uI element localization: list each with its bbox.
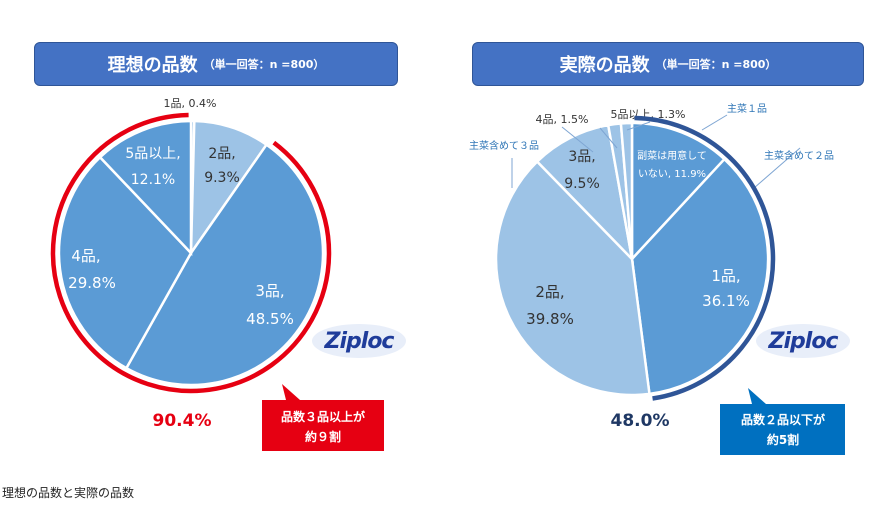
pie2-slice-5 [619, 121, 634, 260]
pie2-label-0a: 副菜は用意して [637, 149, 707, 162]
pie2-label-2a: 2品, [535, 283, 564, 301]
pie2-leader-4 [753, 147, 801, 189]
pie2-leader-3 [701, 114, 728, 131]
pie1-slice-1 [189, 119, 269, 258]
actual-chart-subtitle: （単一回答：n =800） [655, 58, 777, 71]
pie2-callout-line1: 品数２品以下が [741, 412, 825, 427]
pie1-label-3b: 29.8% [68, 274, 116, 292]
pie2-total: 48.0% [611, 411, 670, 431]
ziploc-logo-right-text: Ziploc [768, 329, 839, 354]
pie1-highlight-arc [50, 112, 332, 394]
pie2-slice-2 [494, 159, 651, 397]
pie2-leader-2 [626, 121, 651, 131]
pie2-leader-1 [599, 127, 618, 149]
pie2-group-label-1: 主菜含めて２品 [764, 149, 834, 162]
pie2-label-3b: 9.5% [564, 176, 600, 192]
pie1-slice-3 [57, 155, 193, 370]
pie1-label-0: 1品, 0.4% [164, 97, 217, 110]
ziploc-logo-right: Ziploc [756, 324, 850, 358]
figure-caption: 理想の品数と実際の品数 [2, 486, 135, 500]
actual-chart-title: 実際の品数 [559, 55, 650, 76]
pie1-label-4b: 12.1% [131, 172, 175, 188]
ideal-chart-header: 理想の品数 （単一回答：n =800） [34, 42, 398, 86]
ideal-chart-title: 理想の品数 [107, 55, 198, 76]
ziploc-logo-left: Ziploc [312, 324, 406, 358]
pie2-label-5: 5品以上, 1.3% [611, 108, 686, 121]
pie1-callout-line1: 品数３品以上が [281, 409, 365, 424]
pie1-slice-4 [98, 119, 193, 257]
ideal-chart-subtitle: （単一回答：n =800） [203, 58, 325, 71]
pie2-label-3a: 3品, [568, 149, 595, 165]
pie2-slice-1 [630, 157, 770, 396]
pie2-group-label-0: 主菜１品 [727, 103, 767, 115]
pie2-slice-3 [535, 123, 634, 263]
pie2-label-4: 4品, 1.5% [536, 113, 589, 126]
pie2-label-2b: 39.8% [526, 310, 574, 328]
pie1-label-3a: 4品, [71, 247, 100, 265]
pie2-label-1b: 36.1% [702, 292, 750, 310]
actual-chart-header: 実際の品数 （単一回答：n =800） [472, 42, 864, 86]
pie2-label-0b: いない, 11.9% [638, 168, 706, 180]
pie2-highlight-arc [634, 115, 776, 401]
pie2-callout-line2: 約5割 [767, 432, 799, 447]
pie1-label-1b: 9.3% [204, 170, 240, 186]
pie1-total: 90.4% [153, 411, 212, 431]
pie1-label-2a: 3品, [255, 282, 284, 300]
pie2-leader-0 [561, 126, 594, 153]
ziploc-logo-left-text: Ziploc [324, 329, 395, 354]
pie2-label-1a: 1品, [711, 267, 740, 285]
pie1-slice-2 [124, 142, 325, 387]
pie2-slice-0 [630, 121, 727, 263]
pie1-callout-line2: 約９割 [305, 429, 341, 444]
pie1-label-4a: 5品以上, [125, 146, 180, 162]
pie1-label-1a: 2品, [208, 146, 235, 162]
pie1-label-2b: 48.5% [246, 310, 294, 328]
ideal-pie: 1品, 0.4% 2品, 9.3% 3品, 48.5% 4品, 29.8% 5品以上, 12.1… [57, 97, 325, 387]
pie2-group-label-2: 主菜含めて３品 [469, 139, 539, 152]
